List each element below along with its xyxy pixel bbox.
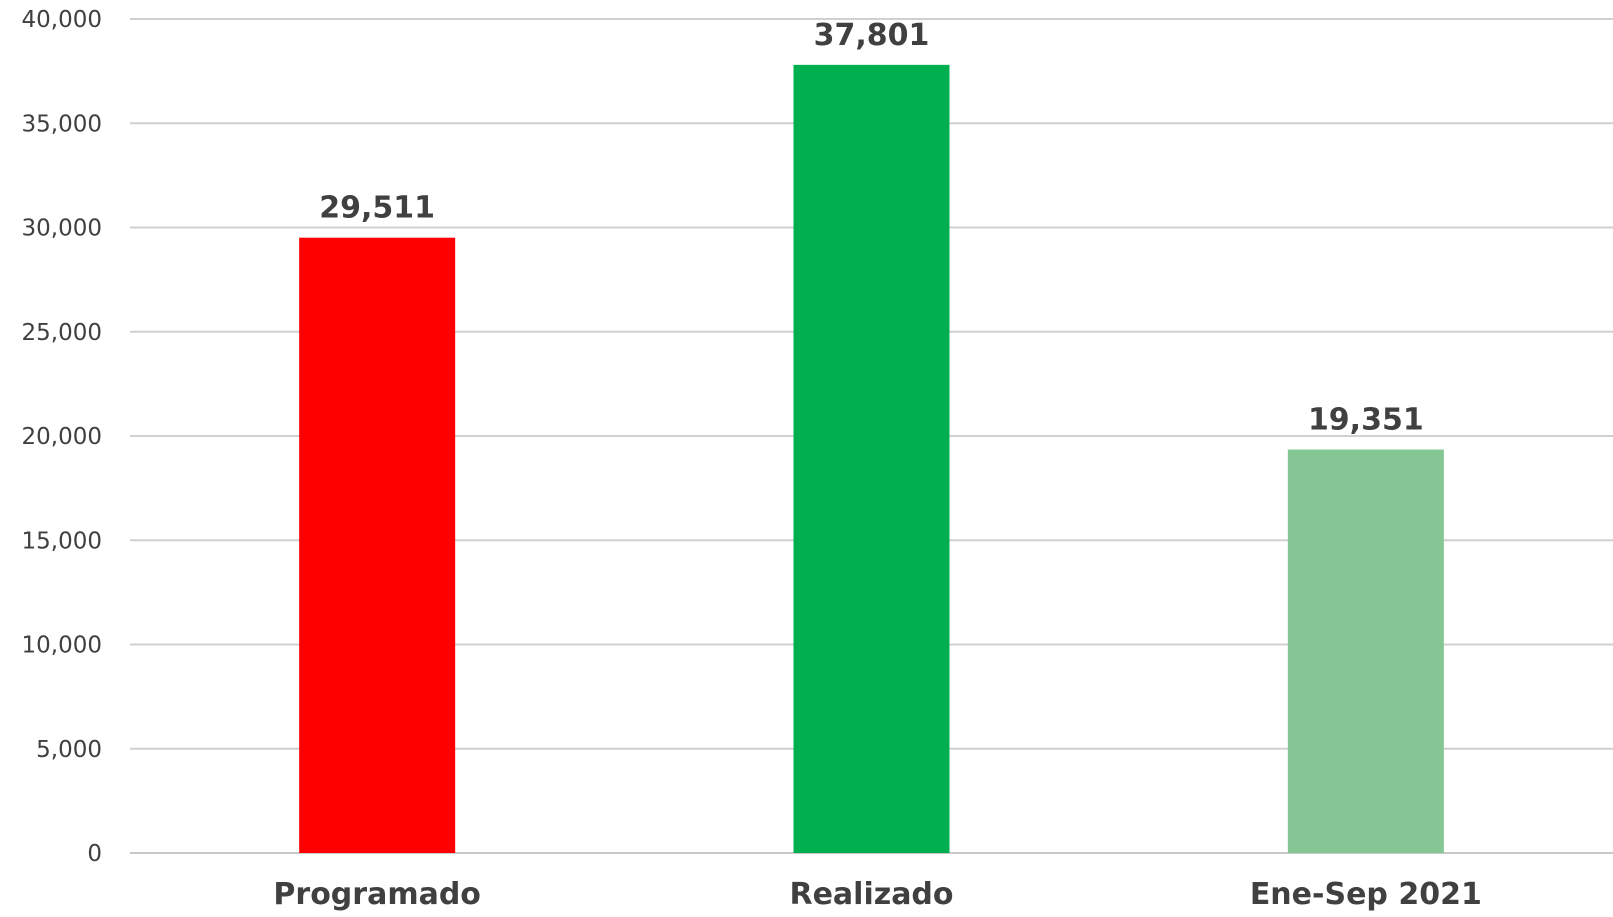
bars <box>299 64 1444 854</box>
data-label: 37,801 <box>814 18 930 53</box>
y-tick-label: 0 <box>87 841 102 867</box>
y-axis-tick-labels: 0 5,000 10,000 15,000 20,000 25,000 30,000 35,0… <box>22 7 102 867</box>
y-tick-label: 40,000 <box>22 7 102 33</box>
data-label: 29,511 <box>319 191 435 226</box>
y-tick-label: 15,000 <box>22 528 102 554</box>
x-category-label: Programado <box>273 877 481 912</box>
bar-programado <box>299 237 456 853</box>
y-tick-label: 35,000 <box>22 111 102 137</box>
x-axis-category-labels: Programado Realizado Ene-Sep 2021 <box>273 877 1481 912</box>
bar-ene-sep-2021 <box>1287 449 1444 853</box>
data-label: 19,351 <box>1308 403 1424 438</box>
y-tick-label: 20,000 <box>22 424 102 450</box>
x-category-label: Realizado <box>789 877 953 912</box>
x-category-label: Ene-Sep 2021 <box>1250 877 1482 912</box>
y-tick-label: 25,000 <box>22 320 102 346</box>
y-tick-label: 30,000 <box>22 216 102 242</box>
y-tick-label: 5,000 <box>36 737 102 763</box>
y-tick-label: 10,000 <box>22 633 102 659</box>
data-labels: 29,511 37,801 19,351 <box>319 18 1423 438</box>
bar-realizado <box>793 64 950 854</box>
